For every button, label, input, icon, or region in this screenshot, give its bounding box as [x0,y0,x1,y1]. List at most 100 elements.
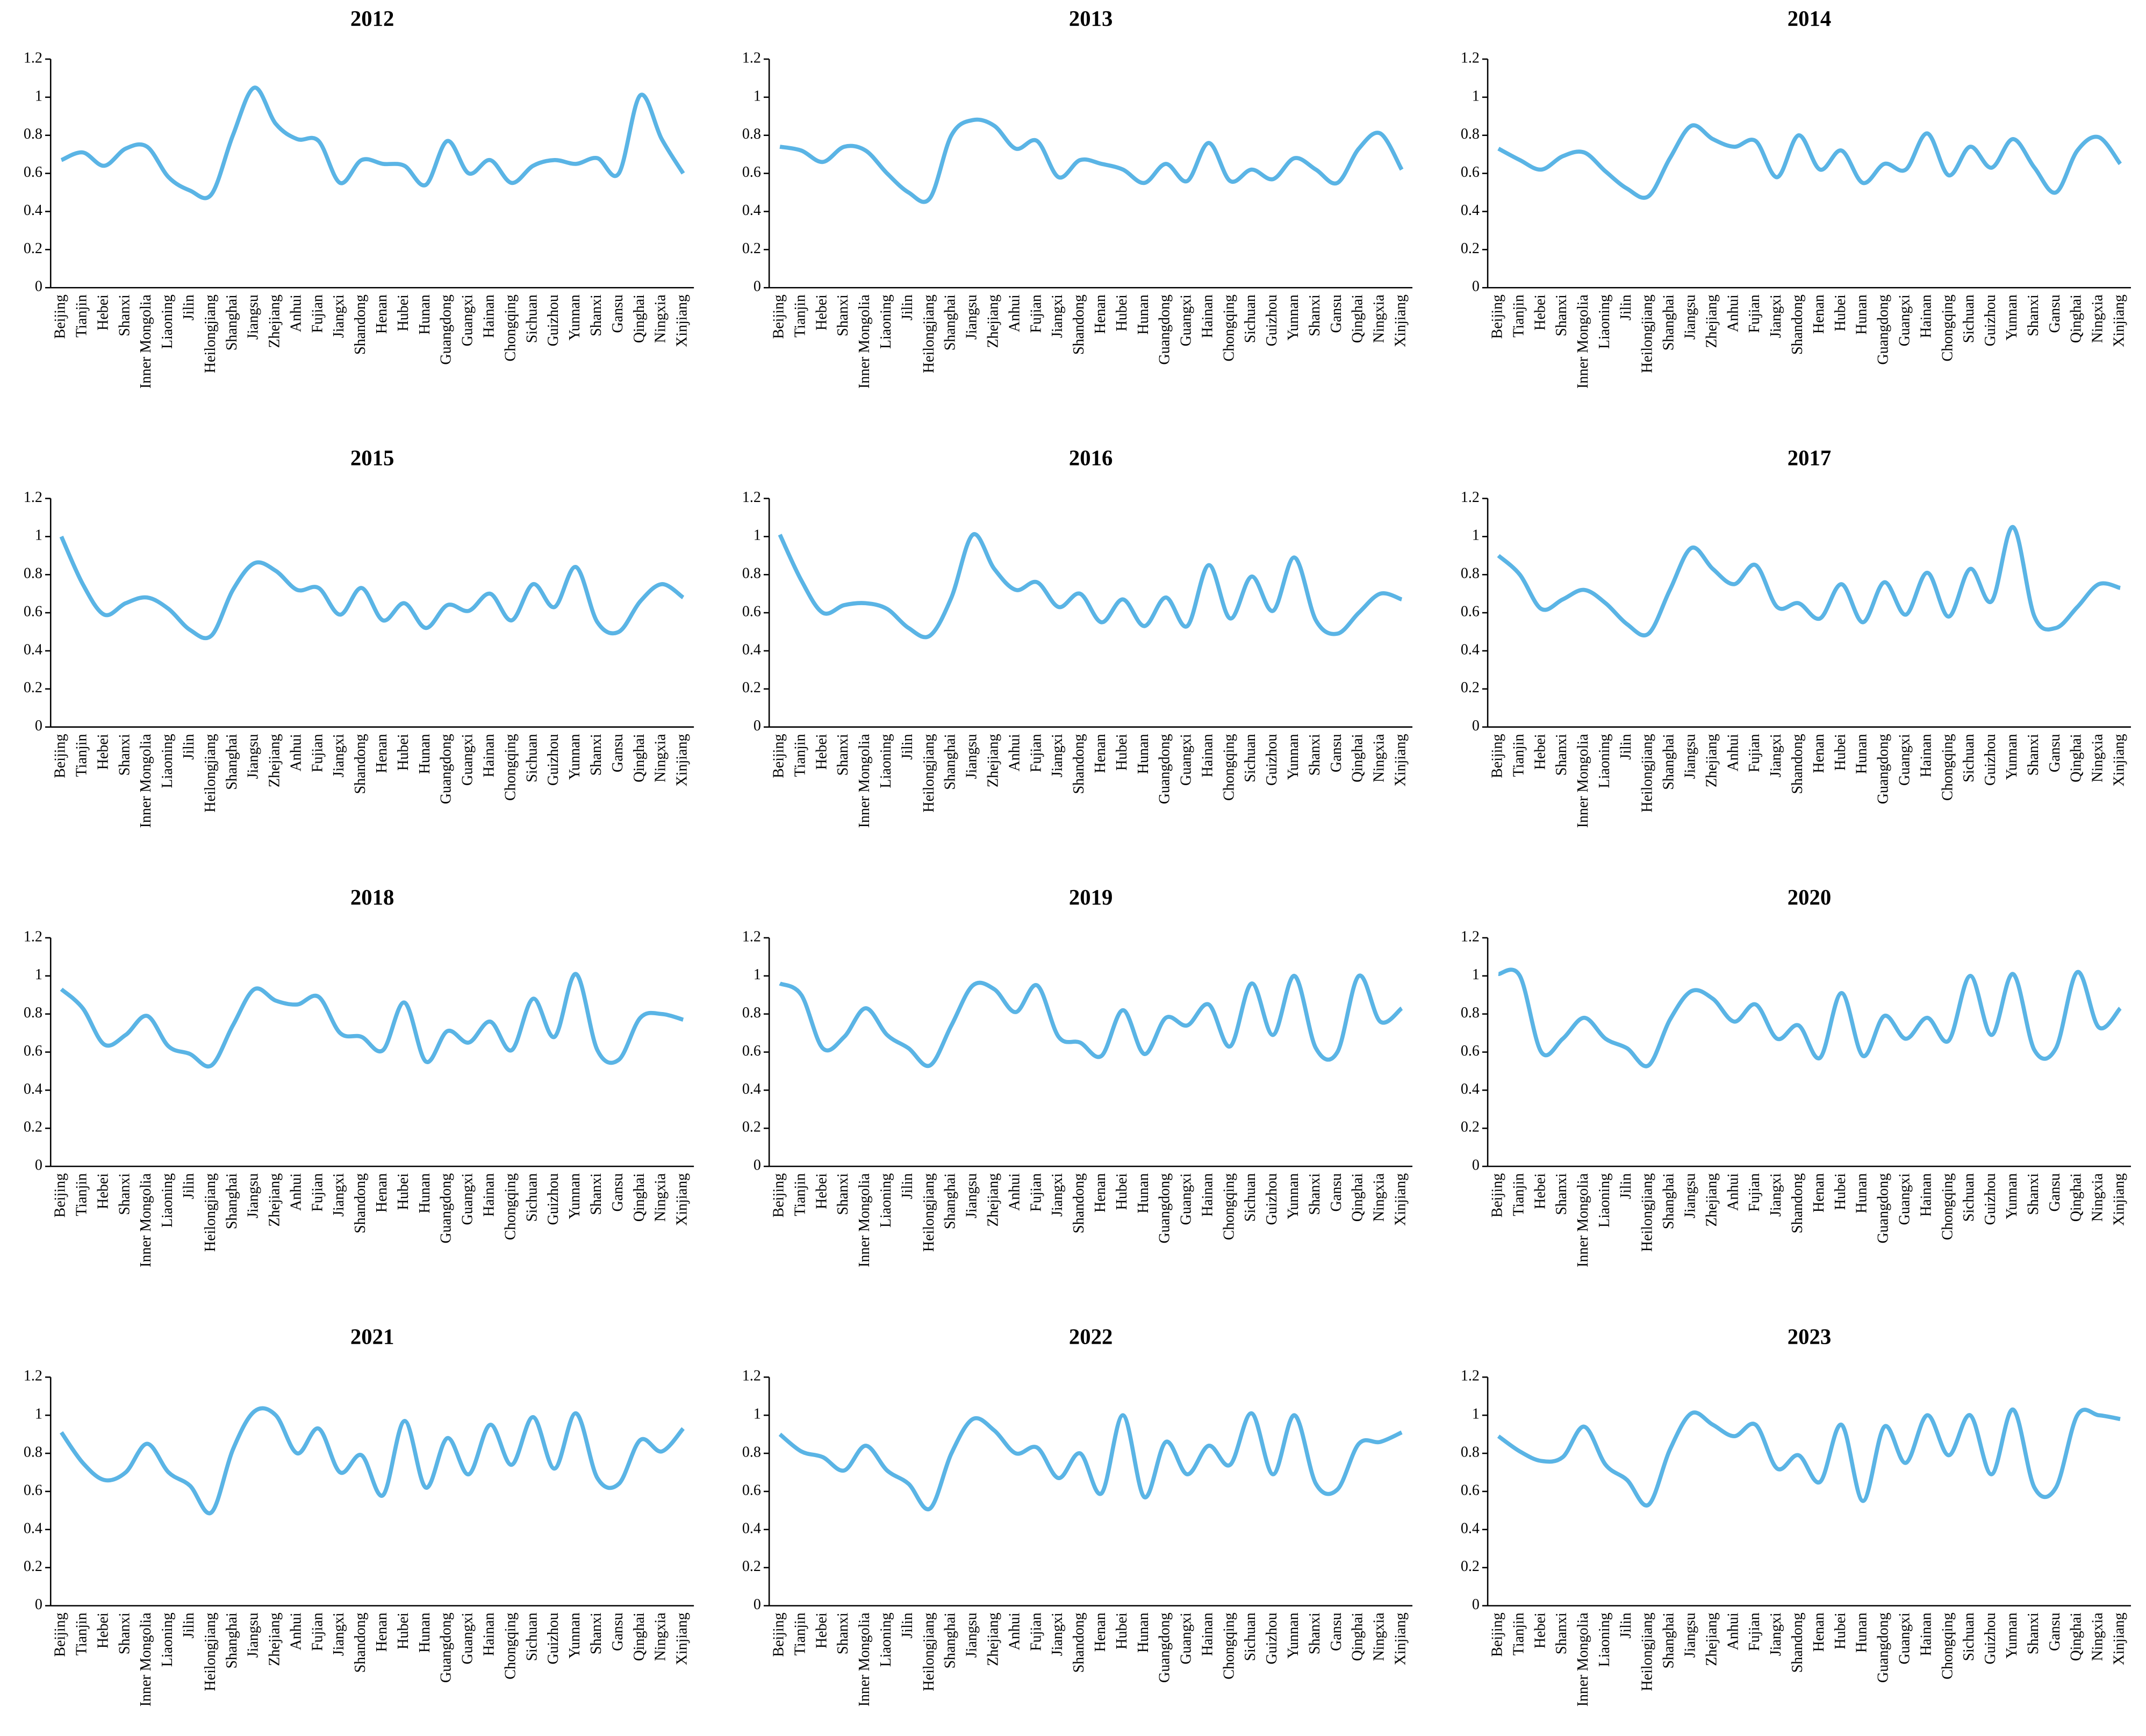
x-tick-label: Ningxia [1371,1612,1388,1661]
x-tick-label: Shanghai [224,1612,240,1668]
y-tick-label: 1.2 [24,1368,42,1385]
x-tick-label: Chongqing [1221,1612,1237,1679]
x-tick-label: Fujian [1746,1173,1763,1212]
x-tick-label: Henan [1811,1173,1827,1213]
y-tick-label: 1.2 [742,489,761,506]
x-tick-label: Hebei [813,1173,830,1209]
panel: 2016 0 0.2 0.4 0.6 0.8 1 1.2 Beijing Tianjin Hebei… [742,446,1413,828]
x-tick-label: Jiangsu [245,295,262,340]
x-tick-label: Anhui [288,1612,304,1650]
x-tick-label: Yunnan [566,734,583,780]
x-tick-label: Hunan [417,295,433,335]
y-tick-label: 0 [1472,278,1480,295]
y-tick-label: 0.8 [742,1005,761,1021]
x-tick-label: Hebei [95,1612,111,1648]
x-tick-label: Inner Mongolia [1575,734,1591,828]
y-tick-label: 0.2 [742,1558,761,1575]
x-tick-label: Tianjin [792,295,808,338]
x-tick-label: Zhejiang [985,734,1001,787]
x-tick-label: Chongqing [502,1612,519,1679]
x-tick-label: Beijing [52,734,69,778]
line [779,973,1403,1068]
y-tick-label: 0.2 [24,1119,42,1136]
x-tick-label: Guizhou [1982,734,1999,785]
x-tick-label: Inner Mongolia [856,734,873,828]
x-tick-label: Tianjin [73,1612,90,1655]
x-tick-label: Anhui [1725,1173,1741,1211]
x-tick-label: Guangdong [1157,295,1173,365]
x-tick-label: Xinjiang [674,734,691,786]
x-tick-label: Beijing [1489,1173,1505,1217]
x-tick-label: Fujian [309,734,326,772]
x-tick-label: Shanxi [835,295,851,336]
line [778,532,1403,640]
x-tick-label: Yunnan [566,1173,583,1219]
x-tick-label: Hunan [1135,734,1152,774]
chart-title: 2018 [350,885,394,909]
line [1498,967,2122,1068]
x-tick-label: Chongqing [502,1173,519,1240]
y-tick-label: 0.4 [24,641,42,658]
x-tick-label: Heilongjiang [921,1173,937,1252]
x-tick-label: Jilin [1618,734,1634,759]
x-tick-label: Hunan [1135,295,1152,335]
x-tick-label: Liaoning [1596,1612,1613,1667]
y-tick-label: 1 [1472,527,1480,544]
x-tick-label: Shanxi [835,1173,851,1215]
y-tick-label: 0.4 [24,1081,42,1097]
y-tick-label: 0 [1472,718,1480,734]
x-tick-label: Guangxi [1178,295,1195,347]
x-tick-label: Hebei [95,1173,111,1209]
x-tick-label: Sichuan [523,734,540,782]
x-tick-label: Jilin [899,1612,916,1638]
y-tick-label: 0 [35,718,42,734]
x-tick-label: Hainan [1918,1612,1934,1656]
x-tick-label: Jiangsu [245,1612,262,1658]
y-tick-label: 0.4 [24,202,42,219]
x-tick-label: Shanxi [116,295,133,336]
x-tick-label: Zhejiang [1703,734,1720,787]
x-tick-label: Xinjiang [2111,295,2127,347]
x-tick-label: Hainan [1199,295,1216,338]
y-tick-label: 0.8 [1461,565,1480,582]
x-tick-label: Shanghai [1661,1612,1677,1668]
x-tick-label: Tianjin [1510,295,1527,338]
x-tick-label: Ningxia [652,1173,669,1222]
x-tick-label: Anhui [288,734,304,771]
x-tick-label: Guangdong [438,1173,455,1244]
x-tick-label: Hainan [481,1173,498,1217]
y-tick-label: 0.4 [742,1520,761,1537]
line [60,1406,685,1516]
y-tick-label: 0 [35,278,42,295]
x-tick-label: Tianjin [792,734,808,777]
x-tick-label: Hebei [1532,1612,1548,1648]
x-tick-label: Shanxi [1553,295,1570,336]
y-tick-label: 0 [35,1157,42,1174]
x-tick-label: Anhui [1006,295,1023,332]
x-tick-label: Hebei [813,295,830,331]
y-tick-label: 1.2 [24,489,42,506]
x-tick-label: Guangxi [460,1173,476,1225]
x-tick-label: Gansu [1328,1173,1345,1212]
y-tick-label: 0 [753,1157,761,1174]
x-tick-label: Liaoning [159,295,176,349]
y-tick-label: 1 [753,88,761,104]
y-tick-label: 0.8 [742,1444,761,1460]
y-tick-label: 0.6 [1461,603,1480,620]
x-tick-label: Inner Mongolia [1575,1612,1591,1707]
x-tick-label: Sichuan [1242,1612,1259,1661]
x-tick-label: Jiangsu [245,1173,262,1218]
x-tick-label: Shanxi [116,1173,133,1215]
x-tick-label: Heilongjiang [921,295,937,373]
x-tick-label: Jilin [181,1173,197,1199]
x-tick-label: Qinghai [1350,295,1366,343]
x-tick-label: Xinjiang [1393,734,1409,786]
x-tick-label: Henan [374,1173,390,1213]
x-tick-label: Beijing [52,295,69,339]
y-tick-label: 1 [35,1406,42,1423]
x-tick-label: Tianjin [1510,734,1527,777]
x-tick-label: Sichuan [1961,1173,1977,1222]
x-tick-label: Guangxi [1897,295,1913,347]
y-tick-label: 0.2 [742,240,761,257]
